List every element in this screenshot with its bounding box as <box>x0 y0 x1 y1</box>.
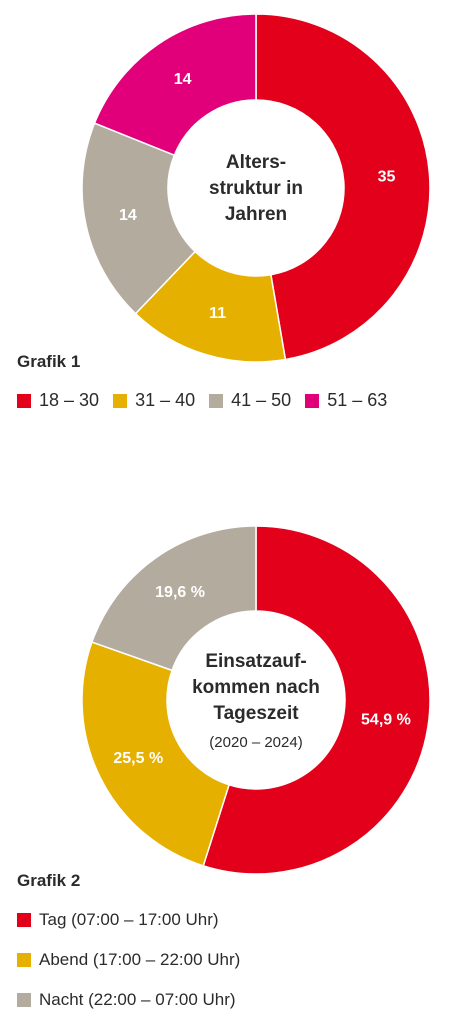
legend-item: 31 – 40 <box>113 390 195 411</box>
slice-1 <box>202 525 431 875</box>
slice-label: 19,6 % <box>155 584 205 601</box>
legend-item: 41 – 50 <box>209 390 291 411</box>
legend-swatch <box>305 393 320 408</box>
legend-swatch <box>209 393 224 408</box>
legend: Tag (07:00 – 17:00 Uhr) Abend (17:00 – 22… <box>17 900 240 1020</box>
legend-item: 51 – 63 <box>305 390 387 411</box>
slice-4 <box>93 13 257 157</box>
center-title-line: Einsatzauf- <box>205 651 306 672</box>
legend-label: 41 – 50 <box>231 390 292 410</box>
chart-caption: Grafik 2 <box>17 871 81 890</box>
slice-label: 54,9 % <box>361 712 411 729</box>
legend-swatch <box>17 993 31 1007</box>
chart-caption: Grafik 1 <box>17 352 81 371</box>
slice-2 <box>81 641 230 867</box>
legend-label: Abend (17:00 – 22:00 Uhr) <box>39 950 241 969</box>
slice-label: 11 <box>209 305 226 322</box>
legend-swatch <box>17 953 31 967</box>
legend-swatch <box>17 913 31 927</box>
slice-label: 14 <box>174 71 192 88</box>
center-title-line: Tageszeit <box>213 703 299 724</box>
legend: 18 – 30 31 – 40 41 – 50 51 – 63 <box>17 390 401 411</box>
donut-chart-time: 54,9 % 25,5 % 19,6 % Einsatzauf-kommen nach… <box>81 525 431 875</box>
center-title-line: Alters- <box>226 152 286 173</box>
legend-item: 18 – 30 <box>17 390 99 411</box>
legend-label: 51 – 63 <box>327 390 388 410</box>
chart-age-structure: 35 11 14 14 Alters-struktur in Jahren Grafik … <box>0 0 456 420</box>
center-title-line: Jahren <box>225 204 287 225</box>
center-title-line: kommen nach <box>192 677 320 698</box>
legend-swatch <box>113 393 128 408</box>
legend-item: Nacht (22:00 – 07:00 Uhr) <box>17 980 240 1020</box>
legend-item: Tag (07:00 – 17:00 Uhr) <box>17 900 240 940</box>
legend-label: 31 – 40 <box>135 390 196 410</box>
slice-3 <box>90 525 257 672</box>
center-subtitle: (2020 – 2024) <box>209 734 302 751</box>
legend-label: 18 – 30 <box>39 390 100 410</box>
slice-3 <box>81 122 197 315</box>
legend-label: Tag (07:00 – 17:00 Uhr) <box>39 910 219 929</box>
center-title-line: struktur in <box>209 178 303 199</box>
donut-chart-age: 35 11 14 14 Alters-struktur in Jahren <box>81 13 431 363</box>
slice-label: 25,5 % <box>113 750 163 767</box>
slice-1 <box>255 13 431 361</box>
legend-swatch <box>17 393 31 408</box>
legend-item: Abend (17:00 – 22:00 Uhr) <box>17 940 240 980</box>
chart-time-of-day: 54,9 % 25,5 % 19,6 % Einsatzauf-kommen nach… <box>0 515 456 1024</box>
slice-label: 14 <box>119 207 137 224</box>
slice-label: 35 <box>378 168 396 185</box>
legend-label: Nacht (22:00 – 07:00 Uhr) <box>39 990 236 1009</box>
